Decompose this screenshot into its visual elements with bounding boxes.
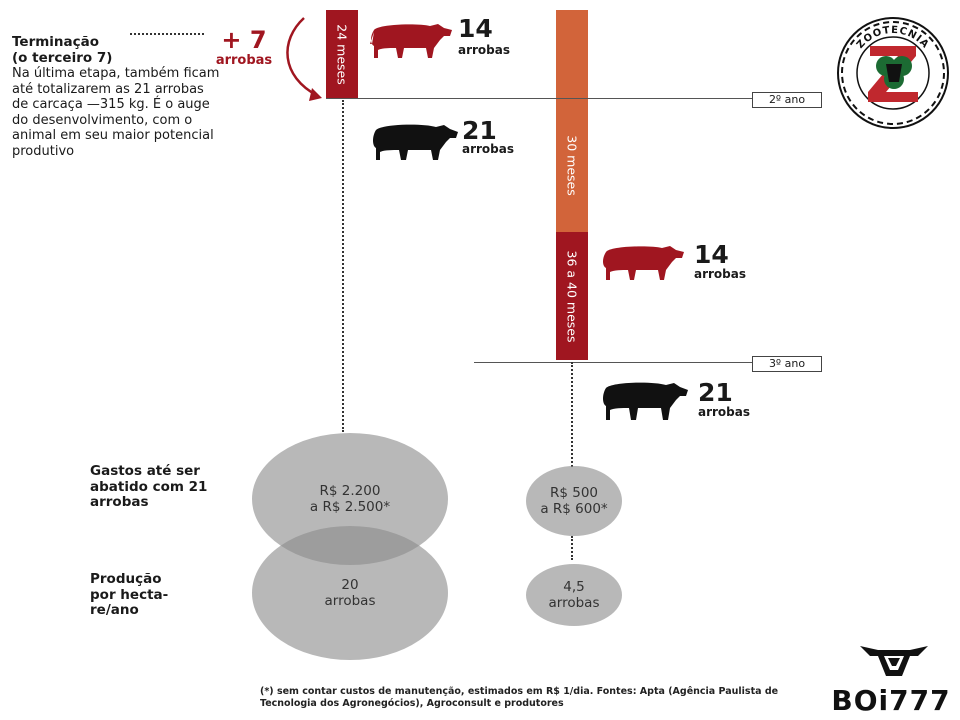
bar-30-months: 30 meses (556, 99, 588, 232)
bar-36-40-months: 36 a 40 meses (556, 232, 588, 360)
stage-title: Terminação (o terceiro 7) (12, 34, 212, 66)
year-2-line (326, 98, 752, 99)
bar-orange-top (556, 10, 588, 98)
animal-1-count: 14 (458, 14, 493, 43)
animal-2-count: 21 (462, 116, 497, 145)
costs-label: Gastos até ser abatido com 21 arrobas (90, 463, 208, 510)
cost-left-line2: a R$ 2.500* (309, 499, 391, 515)
production-circle-left: 20 arrobas (252, 526, 448, 660)
bull-head-logo-icon (860, 646, 928, 676)
cost-right-line1: R$ 500 (549, 485, 599, 501)
cow-icon-red-14b (603, 246, 684, 280)
cow-icon-black-21b (603, 382, 688, 420)
animal-1-unit: arrobas (458, 43, 511, 57)
cost-circle-right: R$ 500 a R$ 600* (526, 466, 622, 536)
animal-4-unit: arrobas (698, 405, 751, 419)
stage-description: Na última etapa, também ficam até totali… (12, 66, 220, 159)
stage-title-main: Terminação (12, 34, 100, 50)
production-left-value: 20 (341, 577, 359, 593)
curved-arrow-icon (286, 17, 322, 101)
cow-icon-black-21 (373, 124, 458, 160)
stage-title-sub: (o terceiro 7) (12, 50, 113, 66)
brand-name: BOi777 (831, 684, 951, 717)
left-dotted-connector (342, 100, 344, 432)
cow-icon-red-14 (370, 24, 452, 58)
production-label: Produção por hecta- re/ano (90, 571, 169, 618)
production-right-unit: arrobas (548, 595, 600, 611)
production-circle-right: 4,5 arrobas (526, 564, 622, 626)
year-2-label: 2º ano (752, 92, 822, 108)
animal-4-count: 21 (698, 378, 733, 407)
bar-36-40-label: 36 a 40 meses (564, 250, 580, 342)
animal-3-unit: arrobas (694, 267, 747, 281)
animal-3-count: 14 (694, 240, 729, 269)
year-3-line (474, 362, 752, 363)
bar-30-label: 30 meses (564, 135, 580, 196)
bar-24-label: 24 meses (334, 23, 350, 85)
production-left-unit: arrobas (324, 593, 376, 609)
title-leader-line (130, 33, 204, 35)
cost-left-line1: R$ 2.200 (319, 483, 381, 499)
right-dotted-connector-2 (571, 536, 573, 560)
right-dotted-connector (571, 362, 573, 467)
bar-24-months: 24 meses (326, 10, 358, 98)
zootecnia-seal-icon: ZOOTECNIA (837, 17, 949, 129)
footnote: (*) sem contar custos de manutenção, est… (260, 686, 779, 709)
animal-2-unit: arrobas (462, 142, 515, 156)
gain-value: + 7 (221, 26, 267, 54)
gain-unit: arrobas (215, 53, 273, 68)
production-right-value: 4,5 (563, 579, 585, 595)
year-3-label: 3º ano (752, 356, 822, 372)
cost-right-line2: a R$ 600* (540, 501, 608, 517)
